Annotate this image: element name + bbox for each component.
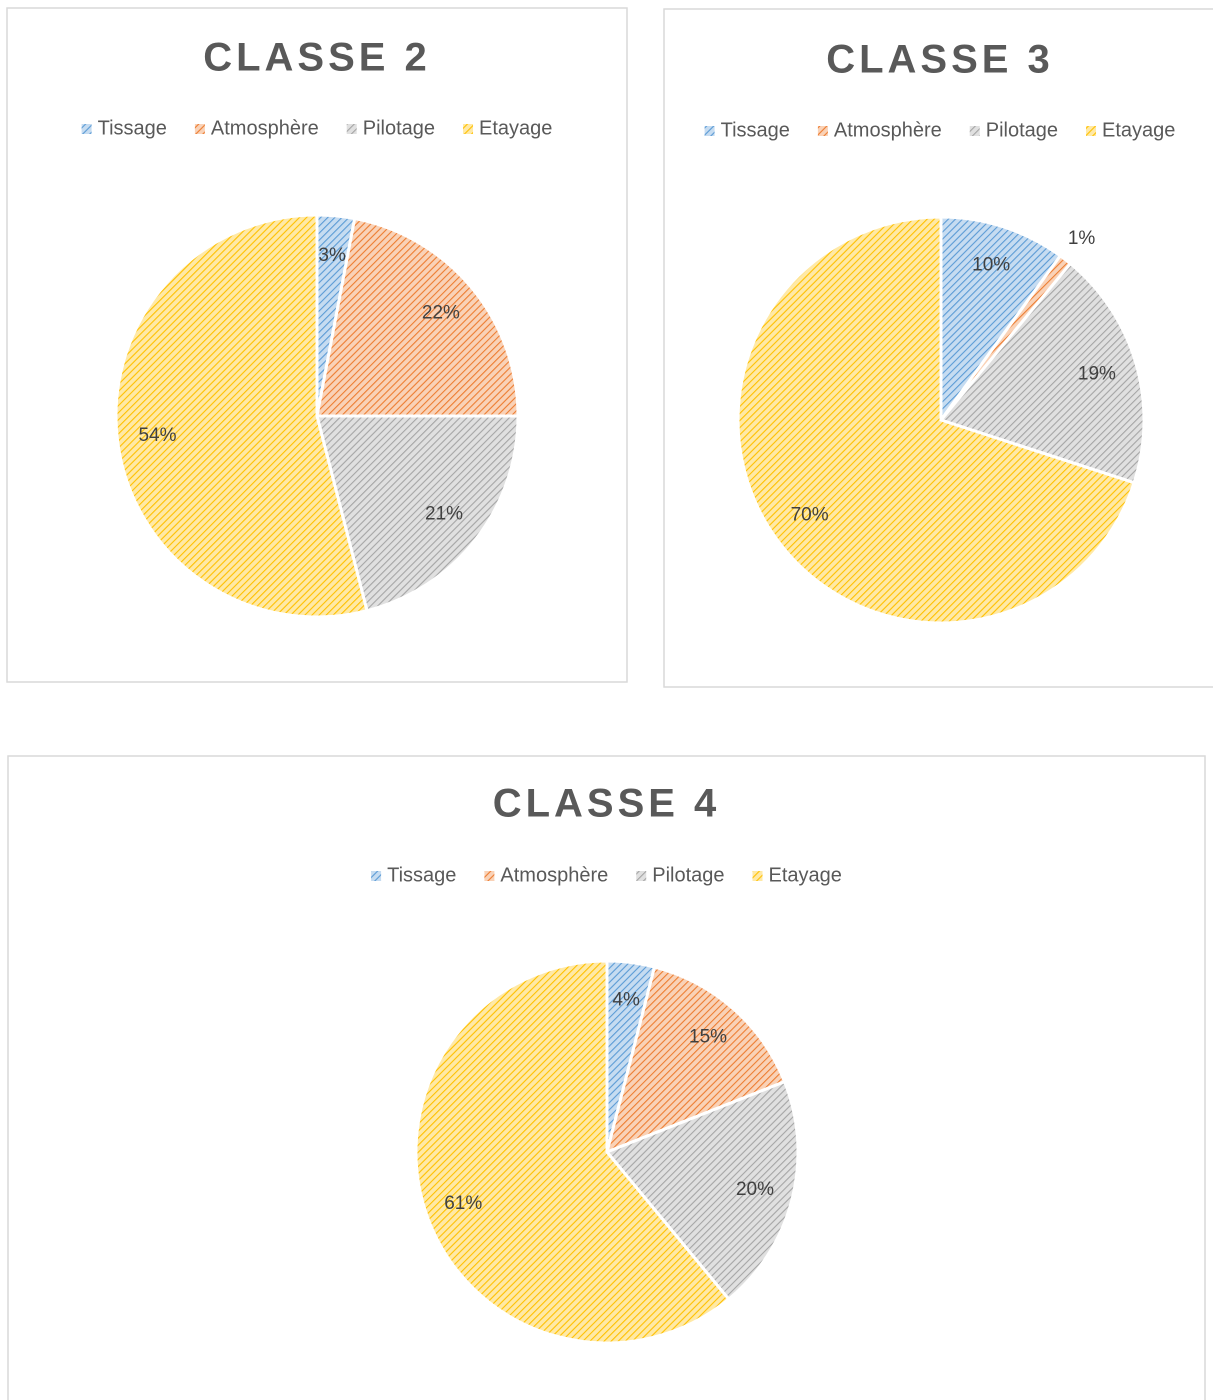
- data-label: 15%: [689, 1026, 727, 1047]
- legend-swatch: [704, 126, 715, 136]
- data-label: 4%: [612, 989, 640, 1010]
- legend-swatch: [636, 871, 647, 881]
- data-label: 21%: [425, 504, 463, 525]
- legend: Tissage Atmosphère Pilotage Etayage: [371, 864, 842, 886]
- data-label: 10%: [972, 255, 1010, 276]
- data-label: 70%: [791, 504, 829, 525]
- legend-label: Etayage: [1102, 119, 1175, 141]
- legend-swatch: [194, 124, 205, 134]
- legend-label: Pilotage: [652, 864, 724, 886]
- legend: Tissage Atmosphère Pilotage Etayage: [704, 119, 1175, 141]
- legend-label: Tissage: [721, 119, 790, 141]
- legend-label: Pilotage: [363, 117, 435, 139]
- pie-slice: [315, 414, 520, 613]
- pie-slice: [604, 965, 787, 1155]
- data-label: 3%: [318, 245, 346, 266]
- data-label: 54%: [138, 425, 176, 446]
- pie-slice: [414, 959, 731, 1345]
- legend-label: Tissage: [387, 864, 456, 886]
- pie-slice: [736, 215, 1136, 625]
- legend-swatch: [346, 124, 357, 134]
- data-label: 61%: [444, 1193, 482, 1214]
- legend-swatch: [752, 871, 763, 881]
- legend-label: Tissage: [98, 117, 167, 139]
- legend-label: Atmosphère: [500, 864, 608, 886]
- pie-slice: [114, 213, 369, 619]
- legend-swatch: [484, 871, 495, 881]
- pie-slice: [939, 215, 1063, 425]
- pie-slice: [315, 216, 520, 418]
- legend-label: Pilotage: [986, 119, 1058, 141]
- data-label: 1%: [1068, 228, 1096, 249]
- legend-swatch: [969, 126, 980, 136]
- legend-swatch: [81, 124, 92, 134]
- data-label: 20%: [736, 1179, 774, 1200]
- legend-label: Etayage: [769, 864, 842, 886]
- chart-title: CLASSE 3: [826, 38, 1054, 82]
- pie-slice: [938, 261, 1146, 485]
- legend-swatch: [1086, 126, 1097, 136]
- legend-swatch: [463, 124, 474, 134]
- data-label: 19%: [1078, 364, 1116, 385]
- chart-title: CLASSE 2: [203, 36, 431, 80]
- legend-label: Atmosphère: [211, 117, 319, 139]
- chart-title: CLASSE 4: [493, 782, 721, 826]
- legend-swatch: [817, 126, 828, 136]
- legend-swatch: [371, 871, 382, 881]
- data-label: 22%: [422, 303, 460, 324]
- legend-label: Etayage: [479, 117, 552, 139]
- pie-slice: [604, 1079, 800, 1302]
- legend: Tissage Atmosphère Pilotage Etayage: [81, 117, 552, 139]
- legend-label: Atmosphère: [834, 119, 942, 141]
